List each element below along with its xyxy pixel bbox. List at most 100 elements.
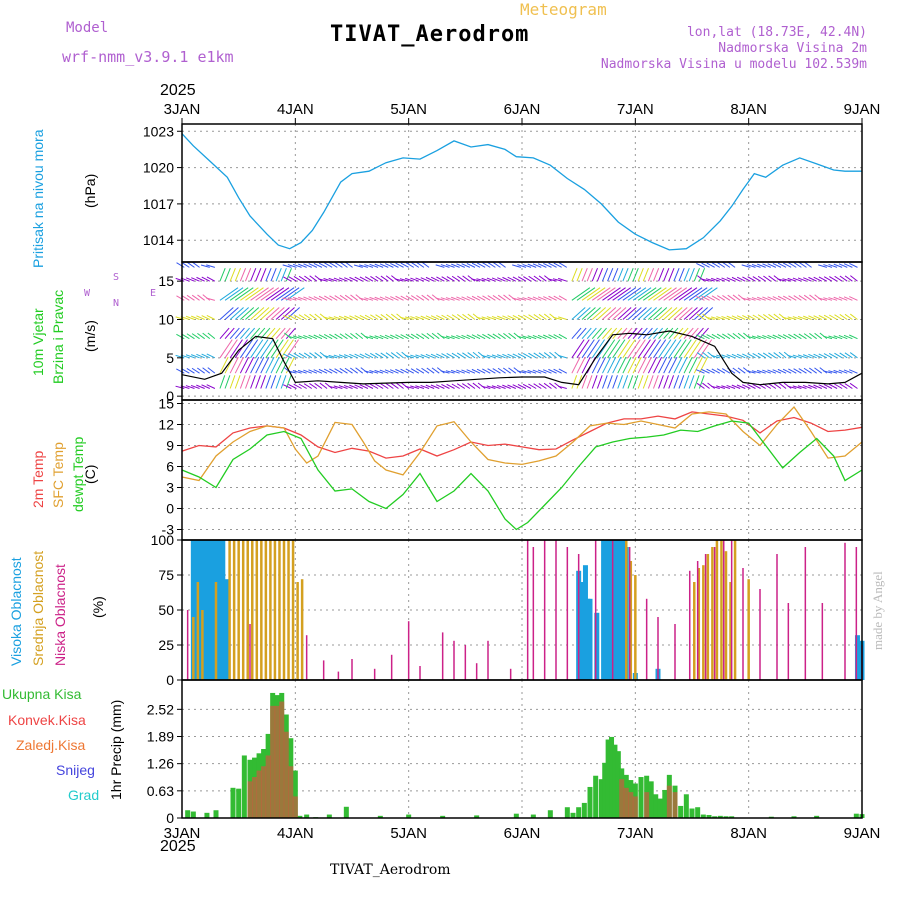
- wind-barb: [702, 313, 710, 320]
- wind-barb: [752, 353, 761, 359]
- x-tick-label-top: 4JAN: [277, 101, 314, 118]
- wind-barb: [186, 294, 195, 301]
- cloud-bar: [776, 554, 778, 680]
- precip-bar: [706, 814, 712, 818]
- wind-barb: [773, 352, 782, 359]
- cloud-bar: [855, 547, 858, 680]
- wind-barb: [420, 315, 430, 320]
- wind-barb: [547, 278, 557, 282]
- wind-barb: [202, 294, 211, 301]
- wind-barb: [828, 370, 838, 374]
- wind-barb: [293, 314, 302, 320]
- precip-bar: [814, 815, 820, 818]
- wind-barb: [364, 335, 374, 340]
- wind-barb: [844, 313, 853, 320]
- wind-barb: [284, 332, 292, 340]
- cloud-bar: [704, 554, 707, 680]
- precip-bar: [513, 813, 519, 818]
- wind-barb: [783, 382, 792, 389]
- wind-barb: [270, 267, 277, 282]
- wind-barb: [783, 351, 792, 359]
- wind-barb: [716, 316, 726, 320]
- cloud-bar: [821, 603, 824, 680]
- year-top: 2025: [160, 82, 196, 99]
- wind-barb: [456, 334, 465, 340]
- wind-barb: [202, 332, 211, 340]
- wind-barb: [838, 263, 848, 268]
- wind-barb: [696, 296, 705, 301]
- wind-barb: [558, 295, 568, 301]
- wind-barb: [471, 295, 481, 301]
- wind-barb: [201, 276, 210, 282]
- wind-barb: [486, 277, 496, 282]
- wind-barb: [303, 296, 312, 301]
- wind-barb: [762, 352, 772, 359]
- wind-barb: [395, 262, 404, 268]
- wind-barb: [787, 277, 797, 282]
- wind-barb: [471, 368, 481, 374]
- wind-barb: [823, 314, 833, 320]
- precip-bar: [853, 813, 859, 818]
- wind-barb: [716, 277, 726, 282]
- precip-bar: [547, 810, 553, 818]
- wind-barb: [395, 295, 404, 301]
- cloud-bar: [273, 540, 277, 680]
- wind-barb: [522, 353, 532, 359]
- wind-barb: [415, 315, 425, 320]
- wind-barb: [532, 369, 542, 374]
- cloud-bar: [787, 603, 790, 680]
- wind-barb: [250, 307, 265, 320]
- wind-barb: [586, 327, 597, 339]
- wind-barb: [476, 278, 486, 282]
- wind-barb: [250, 339, 264, 359]
- wind-barb: [591, 287, 611, 301]
- wind-barb: [466, 334, 476, 340]
- wind-barb: [528, 314, 537, 320]
- wind-barb: [787, 354, 797, 359]
- wind-barb: [323, 355, 333, 359]
- precip-bar: [695, 807, 701, 818]
- wind-barb: [491, 354, 501, 359]
- wind-barb: [554, 382, 562, 389]
- wind-barb: [229, 375, 236, 389]
- wind-barb: [553, 368, 562, 374]
- wind-barb: [736, 353, 746, 359]
- wind-barb: [612, 307, 627, 320]
- wind-barb: [288, 276, 297, 282]
- wind-barb: [543, 334, 552, 340]
- wind-barb: [591, 356, 601, 374]
- wind-barb: [673, 287, 693, 301]
- wind-barb: [186, 261, 195, 268]
- legend-convective-rain: Konvek.Kisa: [8, 712, 86, 728]
- wind-barb: [711, 368, 721, 374]
- wind-barb: [527, 296, 537, 301]
- wind-barb: [437, 332, 445, 340]
- wind-barb: [602, 307, 617, 320]
- wind-barb: [642, 375, 649, 389]
- wind-barb: [379, 263, 389, 268]
- wind-barb: [244, 375, 251, 389]
- x-tick-label-bottom: 9JAN: [844, 825, 881, 842]
- wind-barb: [364, 383, 374, 389]
- wind-barb: [721, 315, 731, 320]
- wind-barb: [176, 333, 185, 340]
- wind-barb: [405, 295, 415, 301]
- wind-barb: [522, 383, 532, 389]
- wind-barb: [270, 287, 290, 301]
- wind-barb: [668, 267, 675, 282]
- wind-barb: [787, 316, 797, 320]
- cloud-bar: [729, 582, 732, 680]
- wind-barb: [339, 294, 348, 301]
- wind-barb: [696, 313, 705, 320]
- wind-barb: [736, 384, 746, 389]
- wind-barb: [688, 327, 699, 339]
- wind-barb: [763, 314, 772, 320]
- wind-barb: [245, 287, 264, 301]
- wind-barb: [234, 327, 245, 339]
- wind-barb: [185, 385, 195, 389]
- wind-barb: [818, 384, 828, 389]
- cloud-bar: [702, 565, 705, 680]
- wind-barb: [632, 356, 642, 374]
- wind-barb: [813, 384, 822, 389]
